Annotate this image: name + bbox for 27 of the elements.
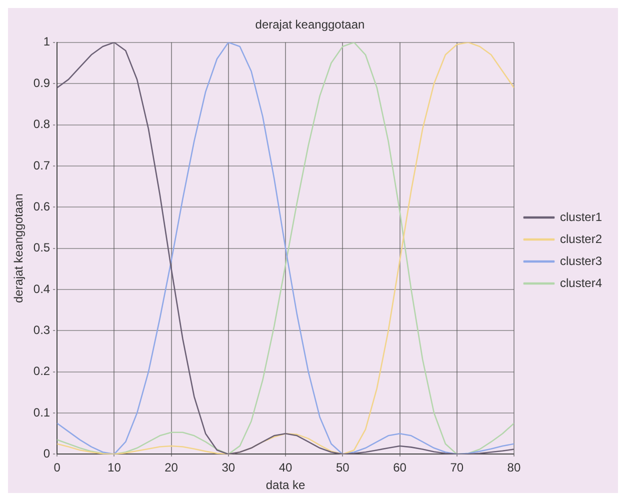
x-axis-title: data ke <box>266 478 306 492</box>
y-tick-label: 0 <box>43 446 50 461</box>
x-tick-label: 0 <box>54 460 61 475</box>
y-tick-label: 0.9 <box>33 76 50 90</box>
x-tick-label: 60 <box>393 460 407 475</box>
y-tick-label: 0.5 <box>33 240 50 255</box>
y-tick-label: 1 <box>43 34 50 49</box>
x-tick-label: 20 <box>164 460 178 475</box>
legend-label: cluster4 <box>560 276 602 290</box>
legend-label: cluster3 <box>560 254 602 268</box>
legend-label: cluster1 <box>560 210 602 224</box>
x-tick-label: 10 <box>108 460 122 475</box>
x-tick-label: 70 <box>450 460 464 475</box>
y-tick-label: 0.8 <box>33 117 50 132</box>
y-tick-label: 0.2 <box>33 364 50 378</box>
x-tick-label: 40 <box>278 460 293 475</box>
y-tick-label: 0.4 <box>33 282 50 296</box>
y-axis-title: derajat keanggotaan <box>12 194 26 304</box>
chart-title: derajat keanggotaan <box>255 18 365 32</box>
y-tick-label: 0.6 <box>33 199 50 214</box>
x-tick-label: 50 <box>336 460 350 475</box>
y-tick-label: 0.1 <box>33 405 50 420</box>
y-tick-label: 0.7 <box>33 158 50 172</box>
x-tick-label: 30 <box>222 460 236 475</box>
x-tick-label: 80 <box>507 460 521 475</box>
y-tick-label: 0.3 <box>33 322 50 337</box>
legend-label: cluster2 <box>560 232 602 246</box>
